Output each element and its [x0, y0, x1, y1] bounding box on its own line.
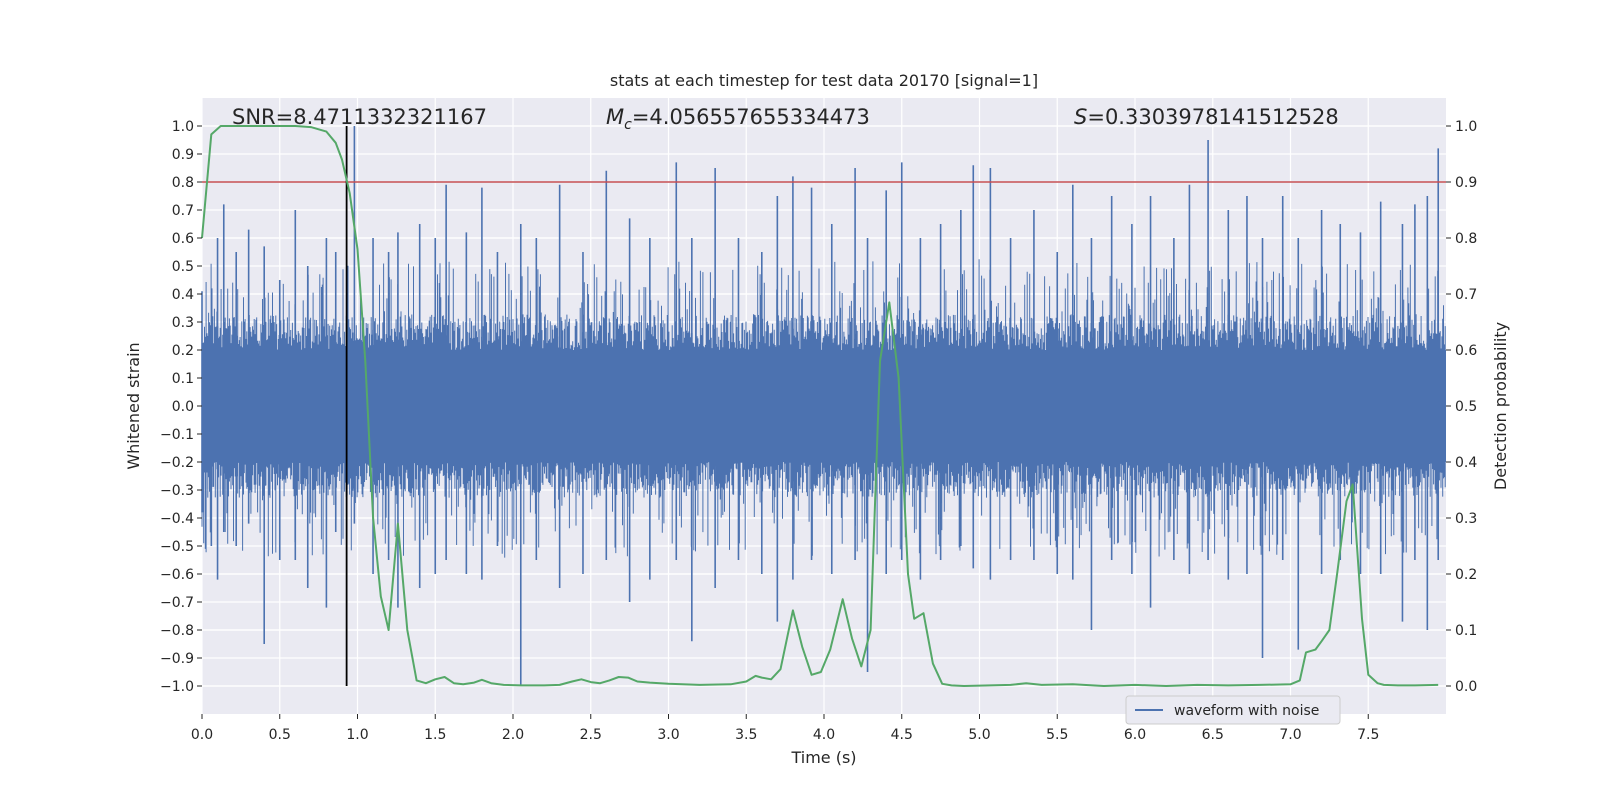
- y2-tick-label: 0.8: [1455, 231, 1477, 247]
- y-tick-label: −0.1: [160, 427, 194, 443]
- probability-line: [201, 125, 1439, 687]
- x-tick-label: 3.0: [657, 727, 679, 743]
- y2-tick-label: 0.0: [1455, 679, 1477, 695]
- y-tick-label: 0.4: [172, 287, 194, 303]
- chart-title: stats at each timestep for test data 201…: [610, 71, 1038, 90]
- legend: waveform with noise: [1125, 695, 1341, 725]
- s-annotation: S=0.3303978141512528: [1074, 105, 1339, 129]
- y-tick-label: 0.0: [172, 399, 194, 415]
- chirp-mass-annotation: Mc=4.056557655334473: [606, 105, 870, 133]
- x-tick-label: 6.5: [1202, 727, 1224, 743]
- mc-symbol: M: [606, 105, 624, 129]
- x-tick-label: 4.5: [891, 727, 913, 743]
- y2-tick-label: 0.4: [1455, 455, 1477, 471]
- mc-subscript: c: [624, 117, 632, 133]
- y-tick-label: −0.9: [160, 651, 194, 667]
- x-tick-label: 2.0: [502, 727, 524, 743]
- legend-label: waveform with noise: [1174, 703, 1319, 719]
- x-axis-label: Time (s): [790, 748, 856, 767]
- x-tick-label: 0.5: [269, 727, 291, 743]
- y2-axis-label: Detection probability: [1491, 322, 1510, 490]
- y-tick-label: −0.6: [160, 567, 194, 583]
- y2-tick-label: 0.1: [1455, 623, 1477, 639]
- x-tick-label: 1.0: [346, 727, 368, 743]
- y-tick-label: 0.1: [172, 371, 194, 387]
- y-tick-label: 0.8: [172, 175, 194, 191]
- y-tick-label: −1.0: [160, 679, 194, 695]
- y-tick-label: −0.2: [160, 455, 194, 471]
- x-tick-label: 2.5: [580, 727, 602, 743]
- overlays: [201, 125, 1446, 687]
- y-tick-label: 0.2: [172, 343, 194, 359]
- x-tick-label: 7.0: [1279, 727, 1301, 743]
- snr-annotation: SNR=8.4711332321167: [232, 105, 487, 129]
- y2-tick-label: 0.3: [1455, 511, 1477, 527]
- s-value: =0.3303978141512528: [1087, 105, 1338, 129]
- y-tick-label: −0.3: [160, 483, 194, 499]
- x-tick-label: 1.5: [424, 727, 446, 743]
- x-tick-label: 5.5: [1046, 727, 1068, 743]
- y2-axis-ticks: 1.0 0.9 0.8 0.7 0.6 0.5 0.4 0.3 0.2 0.1 0.0: [1446, 119, 1477, 695]
- x-tick-label: 0.0: [191, 727, 213, 743]
- x-tick-label: 6.0: [1124, 727, 1146, 743]
- y-tick-label: 1.0: [172, 119, 194, 135]
- y-tick-label: −0.8: [160, 623, 194, 639]
- x-axis-ticks: 0.0 0.5 1.0 1.5 2.0 2.5 3.0 3.5 4.0 4.5 5.0 5.5 6.0 6…: [191, 714, 1379, 743]
- mc-value: =4.056557655334473: [632, 105, 870, 129]
- waveform-series: [201, 126, 1446, 686]
- y2-tick-label: 0.5: [1455, 399, 1477, 415]
- y-tick-label: 0.9: [172, 147, 194, 163]
- y-tick-label: 0.6: [172, 231, 194, 247]
- y-tick-label: −0.4: [160, 511, 194, 527]
- y2-tick-label: 0.7: [1455, 287, 1477, 303]
- y2-tick-label: 0.6: [1455, 343, 1477, 359]
- s-symbol: S: [1074, 105, 1087, 129]
- y2-tick-label: 0.2: [1455, 567, 1477, 583]
- x-tick-label: 5.0: [968, 727, 990, 743]
- y2-tick-label: 0.9: [1455, 175, 1477, 191]
- y-tick-label: −0.7: [160, 595, 194, 611]
- y-tick-label: 0.7: [172, 203, 194, 219]
- y-tick-label: −0.5: [160, 539, 194, 555]
- x-tick-label: 4.0: [813, 727, 835, 743]
- y-axis-label: Whitened strain: [124, 342, 143, 469]
- y-axis-ticks: 1.0 0.9 0.8 0.7 0.6 0.5 0.4 0.3 0.2 0.1 0.0 −0.1 −0.…: [160, 119, 202, 695]
- y-tick-label: 0.5: [172, 259, 194, 275]
- y-tick-label: 0.3: [172, 315, 194, 331]
- x-tick-label: 3.5: [735, 727, 757, 743]
- x-tick-label: 7.5: [1357, 727, 1379, 743]
- legend-box: [1125, 695, 1341, 725]
- y2-tick-label: 1.0: [1455, 119, 1477, 135]
